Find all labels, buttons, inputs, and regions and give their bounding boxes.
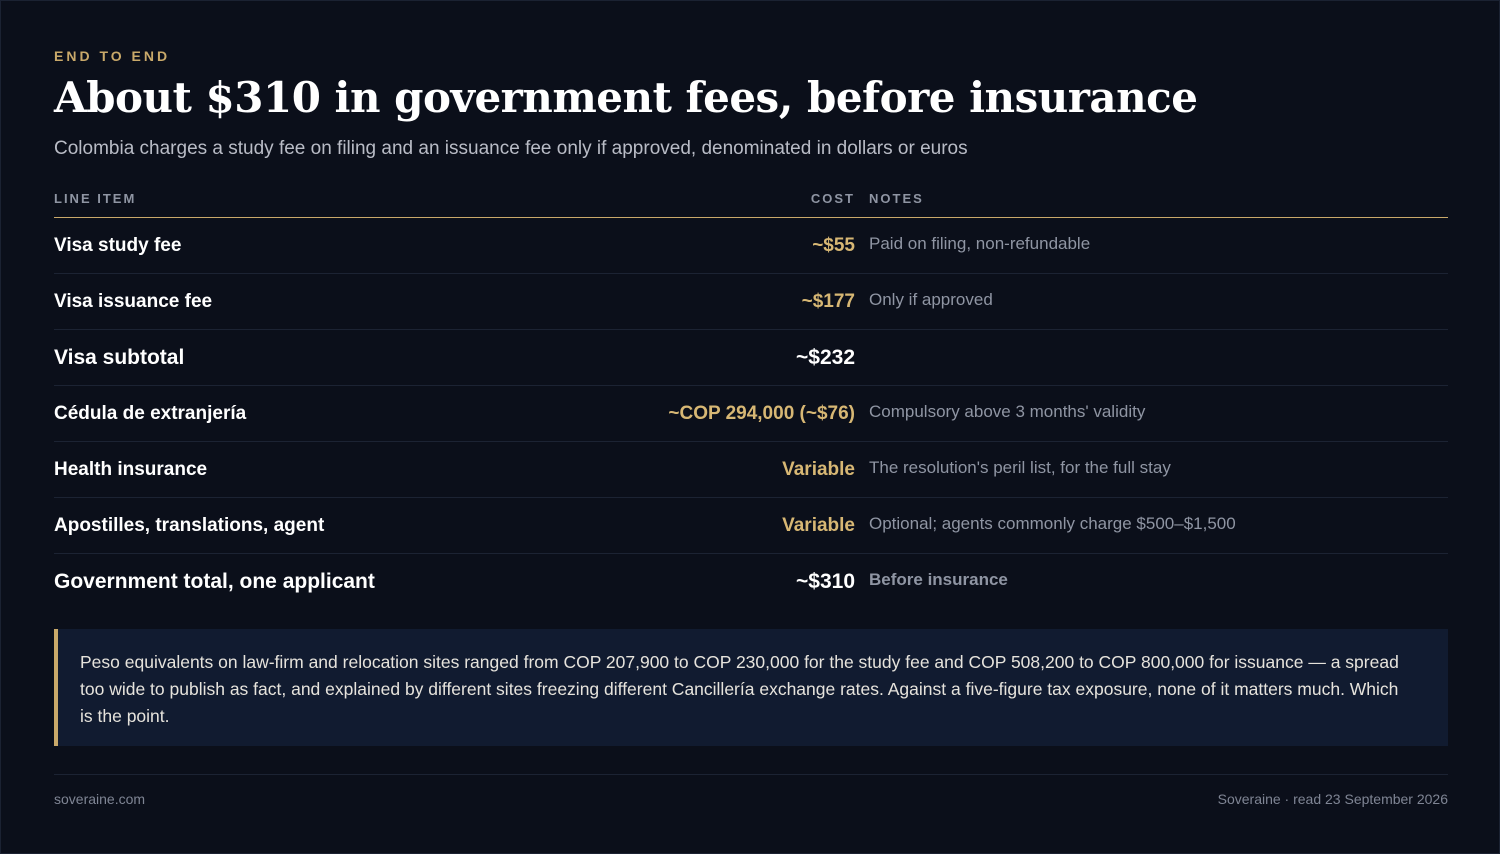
cost-table: LINE ITEM COST NOTES Visa study fee ~$55… — [54, 181, 1448, 609]
note-text: The resolution's peril list, for the ful… — [869, 457, 1171, 477]
column-header-line-item: LINE ITEM — [54, 191, 137, 206]
table-header: LINE ITEM COST NOTES — [54, 181, 1448, 218]
note-text: Before insurance — [869, 569, 1008, 589]
table-row-visa-subtotal: Visa subtotal ~$232 — [54, 330, 1448, 386]
cost-value: ~$55 — [812, 234, 855, 256]
line-item: Visa study fee — [54, 234, 182, 256]
line-item: Apostilles, translations, agent — [54, 514, 325, 536]
line-item: Government total, one applicant — [54, 569, 375, 593]
table-row-cedula: Cédula de extranjería ~COP 294,000 (~$76… — [54, 386, 1448, 442]
column-header-cost: COST — [810, 191, 855, 206]
cost-value: ~$177 — [801, 290, 855, 312]
table-row-visa-issuance-fee: Visa issuance fee ~$177 Only if approved — [54, 274, 1448, 330]
cost-value: ~$310 — [796, 569, 855, 593]
footer-site: soveraine.com — [54, 791, 146, 807]
cost-value: Variable — [782, 458, 855, 480]
table-row-health-insurance: Health insurance Variable The resolution… — [54, 442, 1448, 498]
cost-value: ~$232 — [796, 345, 855, 369]
note-text: Compulsory above 3 months' validity — [869, 401, 1146, 421]
line-item: Visa issuance fee — [54, 290, 213, 312]
eyebrow-label: END TO END — [54, 48, 171, 64]
line-item: Health insurance — [54, 458, 208, 480]
callout-note: Peso equivalents on law-firm and relocat… — [54, 629, 1448, 746]
column-header-notes: NOTES — [869, 191, 924, 206]
footer-credit: Soveraine · read 23 September 2026 — [1217, 791, 1448, 807]
note-text: Paid on filing, non-refundable — [869, 233, 1091, 253]
note-text: Optional; agents commonly charge $500–$1… — [869, 513, 1236, 533]
cost-value: Variable — [782, 514, 855, 536]
page-title: About $310 in government fees, before in… — [54, 73, 1198, 122]
footer-divider — [54, 774, 1448, 775]
note-text: Only if approved — [869, 289, 993, 309]
table-row-government-total: Government total, one applicant ~$310 Be… — [54, 554, 1448, 609]
cost-value: ~COP 294,000 (~$76) — [668, 402, 855, 424]
page-subtitle: Colombia charges a study fee on filing a… — [54, 138, 968, 159]
line-item: Cédula de extranjería — [54, 402, 247, 424]
table-row-apostilles: Apostilles, translations, agent Variable… — [54, 498, 1448, 554]
line-item: Visa subtotal — [54, 345, 185, 369]
table-row-visa-study-fee: Visa study fee ~$55 Paid on filing, non-… — [54, 218, 1448, 274]
